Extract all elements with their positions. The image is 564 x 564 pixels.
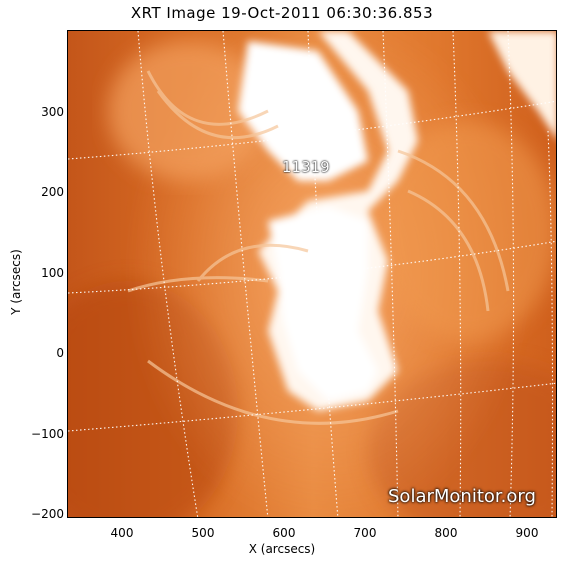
x-tick-label: 900 — [515, 526, 539, 540]
y-tick-label: −100 — [31, 427, 64, 441]
image-title: XRT Image 19-Oct-2011 06:30:36.853 — [130, 4, 434, 22]
y-tick-label: 0 — [56, 346, 64, 360]
active-region-label: 11319 — [282, 158, 330, 176]
y-tick-label: 300 — [41, 105, 64, 119]
x-tick-label: 400 — [110, 526, 134, 540]
solar-image-frame — [67, 30, 557, 518]
y-axis-label: Y (arcsecs) — [9, 249, 23, 315]
x-tick-label: 500 — [191, 526, 215, 540]
x-tick-label: 600 — [272, 526, 296, 540]
x-axis-label: X (arcsecs) — [248, 542, 316, 556]
y-tick-label: −200 — [31, 507, 64, 521]
y-tick-label: 200 — [41, 185, 64, 199]
y-tick-label: 100 — [41, 266, 64, 280]
xrt-solar-image — [68, 31, 556, 517]
x-tick-label: 700 — [353, 526, 377, 540]
watermark-logo: SolarMonitor.org — [388, 486, 536, 507]
x-tick-label: 800 — [434, 526, 458, 540]
